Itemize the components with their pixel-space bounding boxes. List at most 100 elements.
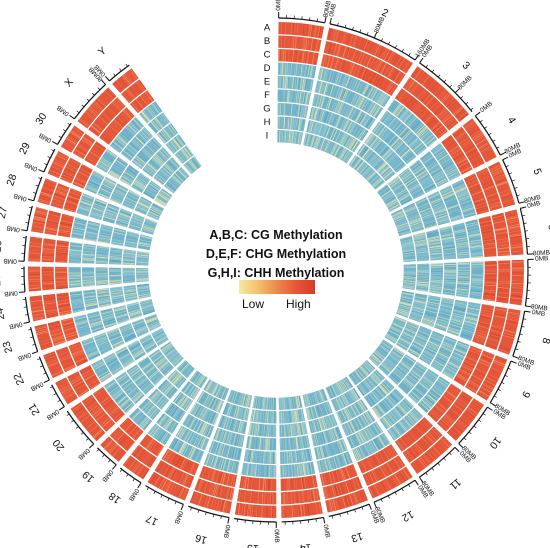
- track-stripe: [317, 81, 321, 93]
- track-F-chr-7: [442, 262, 457, 296]
- track-stripe: [432, 123, 442, 132]
- track-stripe: [341, 134, 348, 145]
- track-stripe: [313, 39, 316, 51]
- track-stripe: [446, 98, 456, 108]
- track-stripe: [411, 162, 421, 170]
- track-stripe: [386, 51, 393, 62]
- track-stripe: [447, 204, 459, 209]
- track-F-chr-1: [277, 89, 311, 105]
- track-stripe: [416, 251, 429, 254]
- track-G-chr-1: [277, 103, 309, 119]
- track-stripe: [355, 110, 362, 122]
- track-stripe: [479, 175, 491, 181]
- track-stripe: [390, 137, 399, 147]
- track-stripe: [406, 179, 417, 187]
- track-stripe: [340, 118, 347, 130]
- track-stripe: [374, 91, 382, 102]
- track-H-chr-5: [403, 202, 425, 233]
- track-stripe: [319, 110, 324, 122]
- track-stripe: [332, 144, 339, 156]
- track-stripe: [380, 111, 388, 122]
- track-stripe: [428, 239, 440, 243]
- track-stripe: [389, 53, 396, 64]
- track-stripe: [431, 199, 443, 205]
- track-stripe: [405, 155, 416, 163]
- track-stripe: [411, 227, 424, 232]
- track-stripe: [398, 74, 406, 85]
- track-stripe: [358, 67, 364, 79]
- track-stripe: [433, 173, 445, 180]
- track-stripe: [399, 127, 408, 137]
- track-stripe: [434, 174, 445, 181]
- track-stripe: [483, 243, 496, 246]
- track-stripe: [318, 123, 323, 136]
- track-H-chr-15: [250, 409, 277, 424]
- track-stripe: [449, 210, 461, 215]
- track-stripe: [392, 211, 404, 218]
- track-stripe: [383, 170, 394, 179]
- track-stripe: [360, 53, 365, 65]
- track-stripe: [309, 121, 313, 133]
- track-stripe: [294, 104, 297, 117]
- track-stripe: [441, 234, 453, 238]
- track-stripe: [304, 51, 308, 63]
- track-A-chr-3: [410, 66, 469, 122]
- track-stripe: [422, 93, 431, 103]
- track-stripe: [304, 78, 308, 91]
- track-stripe: [367, 86, 374, 98]
- track-stripe: [508, 226, 520, 229]
- track-F-chr-14: [279, 435, 311, 451]
- track-stripe: [319, 110, 324, 122]
- track-stripe: [457, 111, 467, 120]
- track-stripe: [300, 64, 303, 77]
- track-stripe: [382, 96, 390, 107]
- track-stripe: [303, 133, 307, 145]
- track-stripe: [289, 131, 292, 143]
- track-stripe: [394, 55, 402, 67]
- track-stripe: [363, 149, 372, 160]
- track-stripe: [406, 209, 418, 215]
- track-stripe: [366, 56, 372, 67]
- track-stripe: [444, 197, 456, 203]
- track-stripe: [419, 207, 431, 213]
- track-stripe: [402, 61, 410, 72]
- track-stripe: [310, 121, 315, 133]
- track-stripe: [307, 38, 310, 50]
- track-stripe: [424, 222, 437, 227]
- track-stripe: [340, 89, 346, 101]
- track-stripe: [425, 136, 436, 145]
- track-stripe: [459, 113, 469, 122]
- track-stripe: [456, 158, 467, 165]
- track-stripe: [404, 62, 412, 73]
- track-stripe: [339, 133, 346, 144]
- track-stripe: [391, 120, 400, 130]
- track-stripe: [406, 210, 418, 216]
- track-stripe: [358, 163, 367, 173]
- track-stripe: [316, 123, 321, 135]
- track-stripe: [480, 146, 492, 154]
- track-stripe: [399, 232, 411, 237]
- track-I-chr-15: [252, 396, 277, 410]
- track-stripe: [471, 190, 483, 196]
- track-stripe: [341, 103, 347, 115]
- track-stripe: [492, 214, 504, 218]
- track-stripe: [288, 63, 290, 75]
- track-stripe: [364, 40, 370, 52]
- track-stripe: [379, 127, 388, 138]
- track-stripe: [308, 120, 313, 133]
- track-stripe: [410, 186, 421, 194]
- track-stripe: [355, 80, 361, 92]
- track-stripe: [379, 165, 389, 174]
- track-stripe: [382, 192, 393, 200]
- track-stripe: [476, 138, 487, 146]
- track-stripe: [424, 77, 432, 87]
- track-stripe: [414, 69, 422, 79]
- track-stripe: [394, 122, 403, 133]
- track-stripe: [352, 141, 360, 152]
- track-stripe: [442, 114, 452, 123]
- track-stripe: [423, 156, 434, 164]
- track-stripe: [387, 51, 393, 62]
- track-stripe: [422, 112, 432, 122]
- track-stripe: [396, 56, 403, 67]
- track-stripe: [383, 169, 393, 178]
